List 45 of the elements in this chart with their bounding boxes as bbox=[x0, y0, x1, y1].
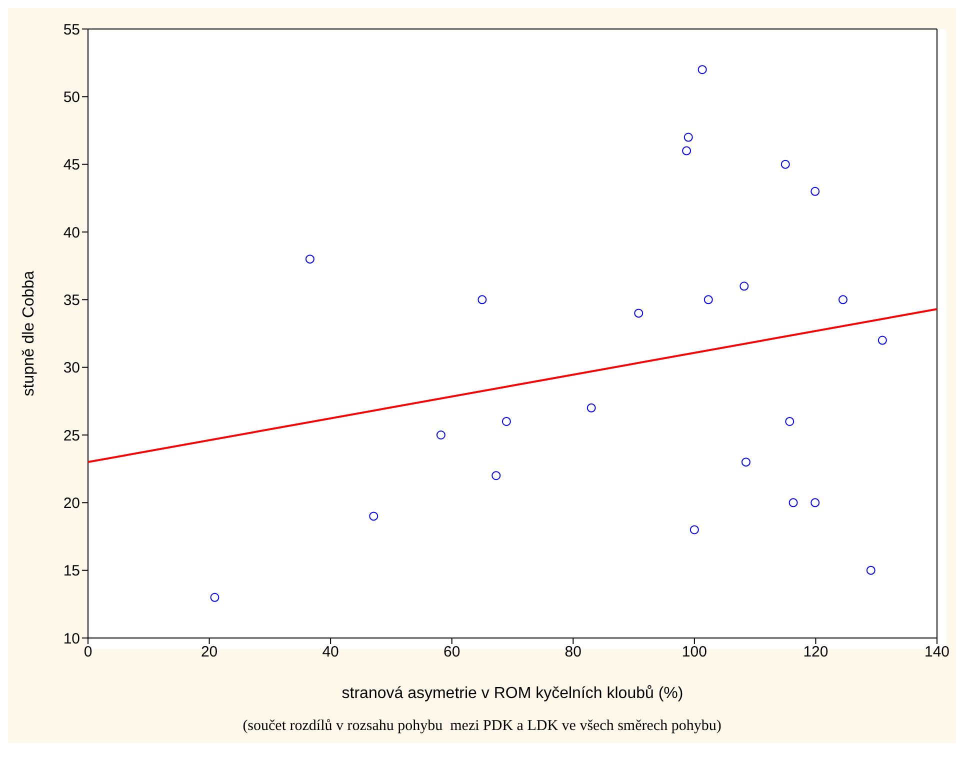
point bbox=[780, 160, 790, 169]
point bbox=[369, 512, 378, 521]
point bbox=[810, 498, 820, 508]
y-tick-label: 25 bbox=[63, 427, 80, 444]
point bbox=[740, 282, 749, 291]
point bbox=[810, 186, 820, 196]
x-tick-label: 0 bbox=[84, 644, 92, 661]
point bbox=[838, 295, 848, 304]
text: (součet rozdílů v rozsahu pohybu mezi PDK a LDK ve všech směrech pohybu) bbox=[242, 718, 722, 735]
point bbox=[478, 295, 487, 304]
y-tick-label: 45 bbox=[63, 156, 80, 174]
x-tick-label: 120 bbox=[803, 644, 828, 661]
point bbox=[634, 308, 644, 318]
y-tick-label: 10 bbox=[63, 630, 80, 648]
point bbox=[741, 458, 750, 467]
y-axis-title: stupně dle Cobba bbox=[20, 270, 38, 396]
y-tick-label: 35 bbox=[63, 292, 80, 309]
x-tick-label: 80 bbox=[564, 644, 582, 661]
point bbox=[586, 403, 596, 412]
point bbox=[682, 146, 692, 156]
point bbox=[210, 592, 220, 602]
y-tick-label: 30 bbox=[63, 360, 80, 377]
x-tick-label: 100 bbox=[682, 644, 707, 661]
point bbox=[305, 254, 314, 264]
x-tick-label: 60 bbox=[444, 644, 460, 661]
point bbox=[492, 471, 501, 480]
point bbox=[684, 132, 693, 142]
point bbox=[690, 525, 699, 534]
point bbox=[788, 498, 798, 508]
y-tick-label: 55 bbox=[63, 21, 80, 38]
point bbox=[502, 416, 511, 426]
x-tick-label: 140 bbox=[924, 644, 950, 661]
y-tick-label: 50 bbox=[63, 88, 80, 106]
point bbox=[436, 430, 446, 440]
x-tick-label: 40 bbox=[322, 644, 339, 661]
y-tick-label: 40 bbox=[63, 224, 80, 242]
point bbox=[704, 295, 713, 304]
point bbox=[878, 336, 887, 345]
x-tick-label: 20 bbox=[200, 644, 218, 661]
point bbox=[698, 65, 707, 74]
x-axis-title: stranová asymetrie v ROM kyčelních kloubů (%) bbox=[342, 685, 684, 702]
y-tick-label: 15 bbox=[63, 562, 80, 580]
point bbox=[866, 566, 876, 575]
y-tick-label: 20 bbox=[63, 494, 80, 512]
point bbox=[785, 416, 794, 426]
